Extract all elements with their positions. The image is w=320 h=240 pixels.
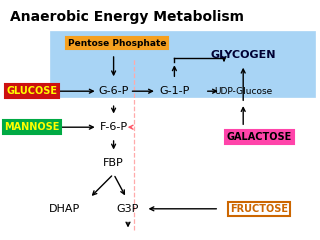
Text: G-6-P: G-6-P: [99, 86, 129, 96]
Text: G-1-P: G-1-P: [159, 86, 189, 96]
Text: GALACTOSE: GALACTOSE: [227, 132, 292, 142]
Text: MANNOSE: MANNOSE: [4, 122, 60, 132]
Text: GLUCOSE: GLUCOSE: [6, 86, 58, 96]
Text: G3P: G3P: [117, 204, 139, 214]
FancyBboxPatch shape: [50, 31, 315, 97]
Text: Pentose Phosphate: Pentose Phosphate: [68, 39, 166, 48]
Text: Anaerobic Energy Metabolism: Anaerobic Energy Metabolism: [10, 10, 244, 24]
Text: FRUCTOSE: FRUCTOSE: [230, 204, 288, 214]
Text: DHAP: DHAP: [48, 204, 80, 214]
Text: GLYCOGEN: GLYCOGEN: [211, 50, 276, 60]
Text: UDP-Glucose: UDP-Glucose: [214, 87, 272, 96]
Text: FBP: FBP: [103, 158, 124, 168]
Text: F-6-P: F-6-P: [100, 122, 128, 132]
